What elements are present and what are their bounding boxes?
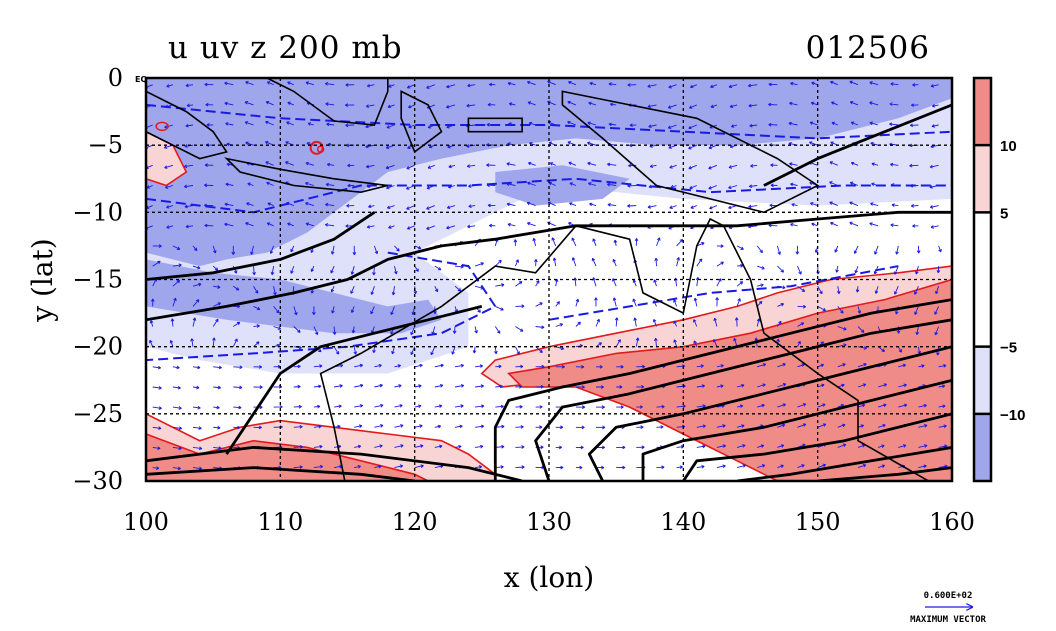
y-tick-label: −25 <box>72 400 123 428</box>
x-tick-label: 140 <box>660 508 706 536</box>
z-contour-9 <box>682 412 952 481</box>
colorbar: 10 5 −5 −10 <box>972 76 1025 483</box>
region-pos_strong-7 <box>507 278 952 481</box>
vector-legend: 0.600E+02 MAXIMUM VECTOR <box>910 591 986 625</box>
z-contour-7 <box>587 345 952 481</box>
y-tick-label: −20 <box>72 333 123 361</box>
colorbar-tick-label: 10 <box>1000 138 1017 155</box>
colorbar-swatch <box>974 145 991 213</box>
z-contour-10 <box>736 446 952 481</box>
vector-legend-caption: MAXIMUM VECTOR <box>910 615 986 625</box>
x-axis: 100 110 120 130 140 150 160 <box>123 508 975 536</box>
colorbar-swatch <box>974 346 991 414</box>
z-contour-4 <box>146 466 415 481</box>
x-tick-label: 160 <box>929 508 975 536</box>
region-neg_strong-1 <box>146 259 442 334</box>
coastlines <box>146 78 931 481</box>
coastline-3 <box>400 90 443 154</box>
coastline-1 <box>224 157 388 194</box>
z-contour-8 <box>641 378 952 481</box>
colorbar-frame <box>972 76 993 483</box>
chart-title: u uv z 200 mb <box>168 30 403 66</box>
y-tick-label: −30 <box>72 467 123 495</box>
y-tick-label: −15 <box>72 266 123 294</box>
y-tick-label: −5 <box>88 131 123 159</box>
colorbar-swatch <box>974 212 991 347</box>
z-contour-5 <box>493 298 952 481</box>
coastline-0 <box>146 90 228 160</box>
x-tick-label: 120 <box>392 508 438 536</box>
grid-lines <box>146 78 952 481</box>
y-tick-label: 0 <box>108 64 123 92</box>
z-contour-11 <box>817 466 952 481</box>
region-neg_strong-2 <box>495 165 630 206</box>
x-tick-label: 110 <box>257 508 303 536</box>
y-tick-label: −10 <box>72 198 123 226</box>
colorbar-swatch <box>974 78 991 146</box>
z-contour-12 <box>763 103 952 187</box>
y-axis-label: y (lat) <box>26 238 59 322</box>
z-contour-6 <box>534 318 952 481</box>
x-axis-label: x (lon) <box>504 561 594 594</box>
coastline-2 <box>266 78 389 126</box>
equator-label: EQ <box>135 75 147 84</box>
y-axis: 0 −5 −10 −15 −20 −25 −30 <box>72 64 123 495</box>
coastline-4 <box>467 117 523 133</box>
colorbar-tick-label: −5 <box>1000 340 1017 357</box>
x-tick-label: 100 <box>123 508 169 536</box>
wind-vector-field <box>146 80 948 471</box>
colorbar-tick-label: 5 <box>1000 205 1008 222</box>
date-label: 012506 <box>806 30 930 66</box>
z-contour-3 <box>146 446 523 481</box>
x-tick-label: 130 <box>526 508 572 536</box>
coastline-6 <box>319 217 931 481</box>
height-contours <box>146 103 952 481</box>
wind-vectors <box>146 80 952 471</box>
x-tick-label: 150 <box>795 508 841 536</box>
colorbar-swatch <box>974 413 991 481</box>
u-neg-contour-1 <box>146 177 952 214</box>
u-pos-contour-ring-c <box>155 121 169 132</box>
colorbar-tick-label: −10 <box>1000 407 1025 424</box>
u-pos-contour-ring-b <box>316 145 325 153</box>
plot-frame <box>144 76 954 483</box>
u-neg-contour-2 <box>146 251 497 362</box>
coastline-5 <box>561 90 820 214</box>
plot-area <box>144 76 954 483</box>
vector-legend-value: 0.600E+02 <box>924 591 973 601</box>
u-neg-contour-3 <box>548 265 899 321</box>
